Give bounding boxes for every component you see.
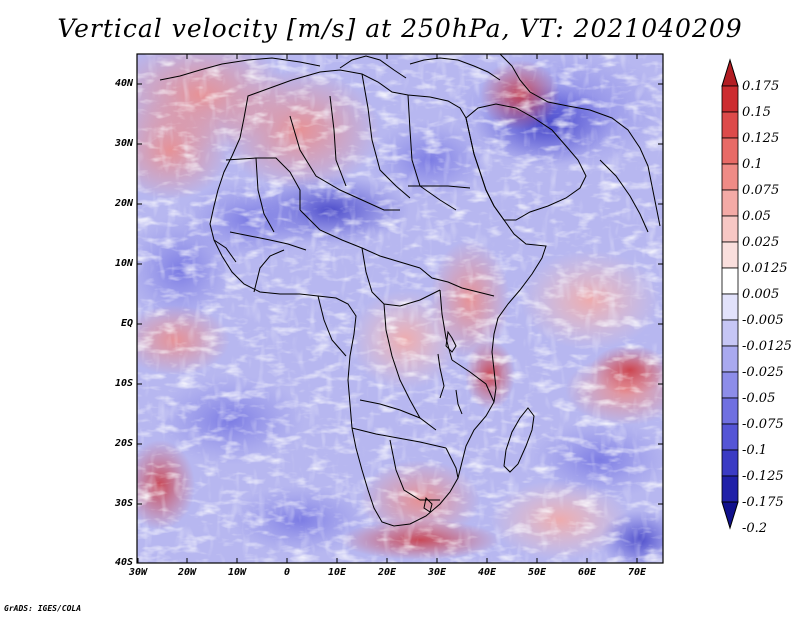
axis-ticks [137,54,663,564]
colorbar-label: -0.05 [742,391,776,406]
colorbar-label: -0.2 [742,521,768,536]
colorbar-label: -0.025 [742,365,784,380]
coastline-outline [159,54,661,527]
colorbar-swatch [721,111,739,139]
colorbar-swatch [721,137,739,165]
colorbar-label: -0.175 [742,495,784,510]
lon-label: 40E [477,567,497,578]
colorbar-label: 0.15 [742,105,771,120]
lon-label: 10W [227,567,247,578]
lat-label: EQ [120,318,133,329]
lat-label: 10S [114,378,133,389]
velocity-field [137,54,663,563]
colorbar-swatch [721,423,739,451]
lat-label: 20S [114,438,133,449]
colorbar-label: -0.0125 [742,339,792,354]
colorbar-label: 0.0125 [742,261,788,276]
colorbar-label: 0.125 [742,131,780,146]
lon-label: 30W [128,567,148,578]
colorbar-label: -0.1 [742,443,768,458]
lon-label: 60E [577,567,597,578]
colorbar-label: 0.005 [742,287,780,302]
lon-label: 10E [327,567,347,578]
lat-label: 40N [114,78,133,89]
colorbar-swatch [721,215,739,243]
lat-label: 10N [114,258,133,269]
colorbar-label: 0.025 [742,235,780,250]
colorbar-label: 0.175 [742,79,780,94]
colorbar [721,58,739,530]
colorbar-swatch [721,319,739,347]
lon-label: 30E [427,567,447,578]
lat-label: 20N [114,198,133,209]
colorbar-label: -0.075 [742,417,784,432]
lat-label: 40S [114,557,133,568]
colorbar-swatch [721,371,739,399]
map-title: Vertical velocity [m/s] at 250hPa, VT: 2… [57,14,743,43]
colorbar-swatch [721,85,739,113]
colorbar-swatch [721,241,739,269]
colorbar-swatch [721,163,739,191]
colorbar-swatch [721,449,739,477]
colorbar-swatch [721,345,739,373]
lon-label: 70E [627,567,647,578]
colorbar-swatch [721,189,739,217]
colorbar-bottom-arrow [721,501,739,530]
colorbar-label: 0.05 [742,209,771,224]
colorbar-label: 0.1 [742,157,763,172]
colorbar-top-arrow [721,58,739,87]
colorbar-label: -0.005 [742,313,784,328]
plot-frame [136,53,664,564]
lon-label: 20E [377,567,397,578]
colorbar-swatch [721,267,739,295]
colorbar-swatch [721,397,739,425]
colorbar-swatch [721,475,739,503]
colorbar-swatch [721,293,739,321]
grads-credit: GrADS: IGES/COLA [4,604,82,613]
colorbar-label: 0.075 [742,183,780,198]
lon-label: 20W [177,567,197,578]
lon-label: 0 [283,567,291,578]
lon-label: 50E [527,567,547,578]
lat-label: 30N [114,138,133,149]
colorbar-label: -0.125 [742,469,784,484]
lat-label: 30S [114,498,133,509]
